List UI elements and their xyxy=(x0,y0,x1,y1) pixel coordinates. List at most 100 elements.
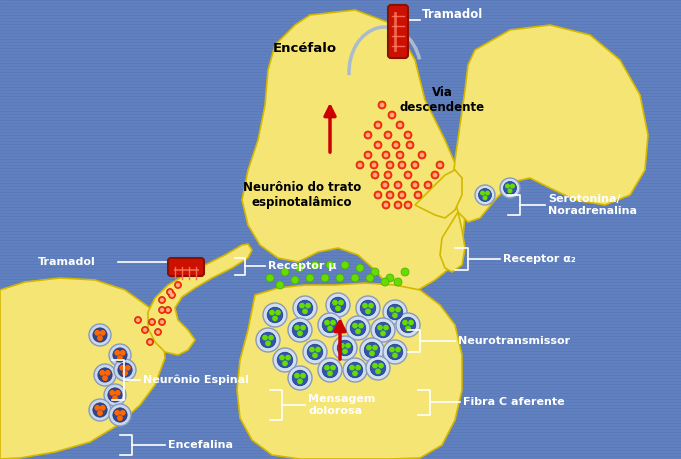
Circle shape xyxy=(113,348,127,362)
Polygon shape xyxy=(148,244,252,355)
Circle shape xyxy=(113,408,127,422)
Circle shape xyxy=(142,326,148,334)
Circle shape xyxy=(381,103,383,106)
Circle shape xyxy=(413,163,417,167)
Circle shape xyxy=(89,324,111,346)
Circle shape xyxy=(407,134,409,137)
Circle shape xyxy=(155,329,161,336)
Circle shape xyxy=(94,364,116,386)
Circle shape xyxy=(371,171,379,179)
Circle shape xyxy=(406,326,410,330)
Circle shape xyxy=(356,329,360,334)
Circle shape xyxy=(379,364,383,368)
Circle shape xyxy=(295,325,299,330)
Circle shape xyxy=(318,358,342,382)
Circle shape xyxy=(311,261,319,269)
Circle shape xyxy=(390,308,394,312)
Polygon shape xyxy=(452,25,648,222)
Circle shape xyxy=(479,189,492,202)
Circle shape xyxy=(388,193,392,196)
Circle shape xyxy=(89,399,111,421)
Circle shape xyxy=(431,171,439,179)
Circle shape xyxy=(371,268,379,276)
Circle shape xyxy=(109,404,131,426)
Circle shape xyxy=(366,274,374,282)
Circle shape xyxy=(363,303,367,308)
Circle shape xyxy=(411,161,419,169)
Circle shape xyxy=(161,299,163,302)
Circle shape xyxy=(392,141,400,149)
Circle shape xyxy=(121,351,125,355)
Circle shape xyxy=(273,348,297,372)
Circle shape xyxy=(101,330,105,335)
Circle shape xyxy=(113,396,117,400)
Circle shape xyxy=(151,320,153,324)
Circle shape xyxy=(270,310,274,315)
Polygon shape xyxy=(440,212,465,272)
Text: Tramadol: Tramadol xyxy=(38,257,96,267)
Circle shape xyxy=(333,301,337,305)
Circle shape xyxy=(475,185,495,205)
Polygon shape xyxy=(242,10,465,295)
Circle shape xyxy=(384,131,392,139)
Circle shape xyxy=(276,281,284,289)
Circle shape xyxy=(418,151,426,159)
Circle shape xyxy=(387,344,402,360)
Circle shape xyxy=(433,174,437,177)
Circle shape xyxy=(383,300,407,324)
Circle shape xyxy=(374,141,382,149)
Circle shape xyxy=(398,161,406,169)
Circle shape xyxy=(394,201,402,209)
Circle shape xyxy=(406,141,414,149)
Circle shape xyxy=(298,379,302,384)
Circle shape xyxy=(159,297,165,303)
Circle shape xyxy=(144,329,146,331)
Circle shape xyxy=(266,341,270,346)
Circle shape xyxy=(157,330,159,333)
Circle shape xyxy=(369,303,373,308)
Circle shape xyxy=(396,313,420,337)
Circle shape xyxy=(486,191,490,195)
Circle shape xyxy=(293,296,317,320)
Circle shape xyxy=(378,101,386,109)
Circle shape xyxy=(353,324,357,328)
Circle shape xyxy=(339,301,343,305)
Circle shape xyxy=(386,161,394,169)
Circle shape xyxy=(333,336,357,360)
Circle shape xyxy=(364,131,372,139)
Circle shape xyxy=(373,174,377,177)
Circle shape xyxy=(165,307,172,313)
Circle shape xyxy=(403,320,407,325)
Circle shape xyxy=(370,161,378,169)
Circle shape xyxy=(100,370,104,375)
Circle shape xyxy=(370,351,374,356)
Circle shape xyxy=(137,319,140,321)
Circle shape xyxy=(350,365,354,370)
Circle shape xyxy=(384,203,387,207)
Circle shape xyxy=(98,411,102,415)
Circle shape xyxy=(377,123,379,127)
Circle shape xyxy=(331,320,335,325)
Circle shape xyxy=(95,406,99,410)
Circle shape xyxy=(366,153,370,157)
Circle shape xyxy=(396,347,400,352)
Circle shape xyxy=(384,153,387,157)
Circle shape xyxy=(171,294,174,297)
Text: Encéfalo: Encéfalo xyxy=(273,41,337,55)
Text: Encefalina: Encefalina xyxy=(168,440,233,450)
Text: Serotonina/
Noradrenalina: Serotonina/ Noradrenalina xyxy=(548,194,637,216)
Circle shape xyxy=(384,325,388,330)
Circle shape xyxy=(300,303,304,308)
Circle shape xyxy=(306,303,310,308)
Circle shape xyxy=(346,343,350,348)
Circle shape xyxy=(386,134,390,137)
Circle shape xyxy=(148,319,155,325)
Circle shape xyxy=(500,178,520,198)
Circle shape xyxy=(351,274,359,282)
Circle shape xyxy=(358,163,362,167)
Circle shape xyxy=(356,365,360,370)
Circle shape xyxy=(409,320,413,325)
Circle shape xyxy=(167,308,170,311)
Circle shape xyxy=(267,307,283,323)
Circle shape xyxy=(401,268,409,276)
